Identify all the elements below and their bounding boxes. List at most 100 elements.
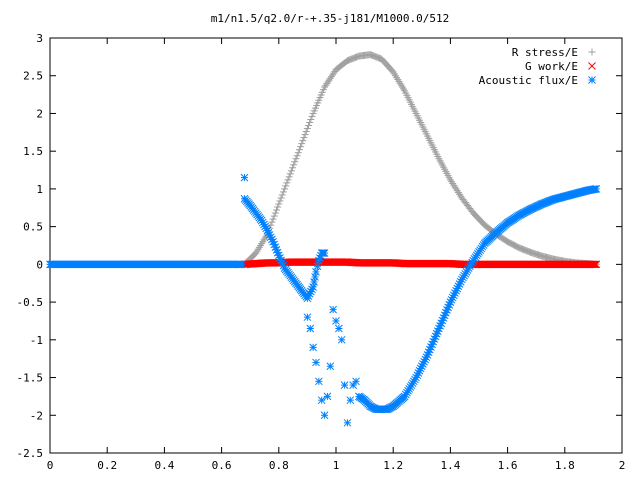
x-tick-label: 0 (47, 459, 54, 472)
data-point (309, 283, 317, 291)
legend-marker (588, 62, 596, 70)
data-point (311, 273, 319, 281)
chart-title: m1/n1.5/q2.0/r-+.35-j181/M1000.0/512 (211, 12, 449, 25)
data-point (343, 418, 352, 427)
data-point (346, 396, 355, 405)
data-point (451, 183, 459, 191)
legend-label: G work/E (525, 60, 578, 73)
data-point (589, 260, 597, 269)
data-point (308, 112, 316, 120)
y-tick-label: -1 (30, 334, 43, 347)
data-point (340, 381, 349, 389)
data-point (592, 260, 601, 269)
data-point (310, 278, 318, 286)
y-tick-label: -0.5 (17, 296, 44, 309)
x-tick-label: 0.2 (97, 459, 117, 472)
data-point (320, 249, 329, 257)
data-point (305, 122, 313, 130)
data-point (323, 392, 332, 401)
y-tick-label: 3 (36, 32, 43, 45)
data-point (332, 317, 340, 325)
data-point (292, 155, 300, 163)
y-tick-label: 2 (36, 107, 43, 120)
y-tick-label: 0 (36, 258, 43, 271)
data-point (320, 411, 329, 420)
data-point (270, 212, 278, 220)
data-point (306, 324, 315, 333)
data-point (307, 115, 315, 123)
data-point (590, 260, 598, 269)
data-point (317, 396, 326, 405)
data-point (312, 268, 320, 276)
data-point (454, 189, 462, 197)
legend-marker (588, 48, 596, 56)
data-point (301, 131, 309, 139)
data-point (277, 194, 285, 202)
data-point (326, 362, 335, 371)
data-point (289, 164, 297, 172)
data-point (446, 176, 454, 184)
data-point (337, 335, 346, 344)
x-tick-label: 2 (619, 459, 626, 472)
data-point (276, 197, 284, 205)
data-point (349, 381, 358, 389)
data-point (275, 200, 283, 208)
data-point (295, 146, 303, 154)
data-point (335, 324, 343, 333)
series-layer (46, 51, 601, 427)
data-point (283, 179, 291, 187)
data-point (352, 377, 360, 386)
x-tick-label: 1.6 (498, 459, 518, 472)
data-point (450, 181, 458, 189)
data-point (591, 260, 600, 269)
y-tick-label: -2 (30, 409, 43, 422)
data-point (453, 187, 461, 195)
data-point (271, 209, 279, 217)
data-point (452, 185, 460, 193)
data-point (268, 218, 276, 226)
legend-label: R stress/E (512, 46, 578, 59)
data-point (448, 178, 456, 186)
legend-marker (588, 76, 596, 84)
y-tick-label: 2.5 (23, 70, 43, 83)
data-point (312, 358, 320, 367)
x-tick-label: 1.4 (440, 459, 460, 472)
data-point (293, 152, 301, 160)
series-2 (240, 258, 601, 269)
x-tick-label: 0.6 (212, 459, 232, 472)
data-point (284, 176, 292, 184)
data-point (306, 119, 314, 127)
data-point (297, 143, 305, 151)
y-tick-label: 1.5 (23, 145, 43, 158)
data-point (592, 185, 601, 193)
data-point (281, 185, 289, 193)
data-point (240, 173, 249, 182)
x-tick-label: 1.2 (383, 459, 403, 472)
data-point (286, 170, 294, 178)
data-point (299, 137, 307, 145)
data-point (298, 140, 306, 148)
y-tick-label: 0.5 (23, 221, 43, 234)
data-point (290, 161, 298, 169)
data-point (291, 158, 299, 166)
y-tick-label: -2.5 (17, 447, 44, 460)
data-point (294, 149, 302, 157)
data-point (314, 377, 323, 386)
data-point (313, 262, 322, 271)
data-point (278, 191, 286, 199)
data-point (449, 179, 457, 187)
x-tick-label: 0.4 (154, 459, 174, 472)
data-point (282, 182, 290, 190)
data-point (456, 190, 464, 198)
data-point (300, 134, 308, 142)
y-tick-label: 1 (36, 183, 43, 196)
x-tick-label: 1 (333, 459, 340, 472)
data-point (309, 343, 317, 352)
axis-tick-labels: 0 0.2 0.4 0.6 0.8 1 1.2 1.4 1.6 1.8 2 3 2.5 2 1.5 1 0.5 0… (17, 32, 626, 472)
data-point (303, 313, 312, 322)
x-tick-label: 0.8 (269, 459, 289, 472)
data-point (329, 305, 337, 314)
data-point (237, 260, 246, 269)
